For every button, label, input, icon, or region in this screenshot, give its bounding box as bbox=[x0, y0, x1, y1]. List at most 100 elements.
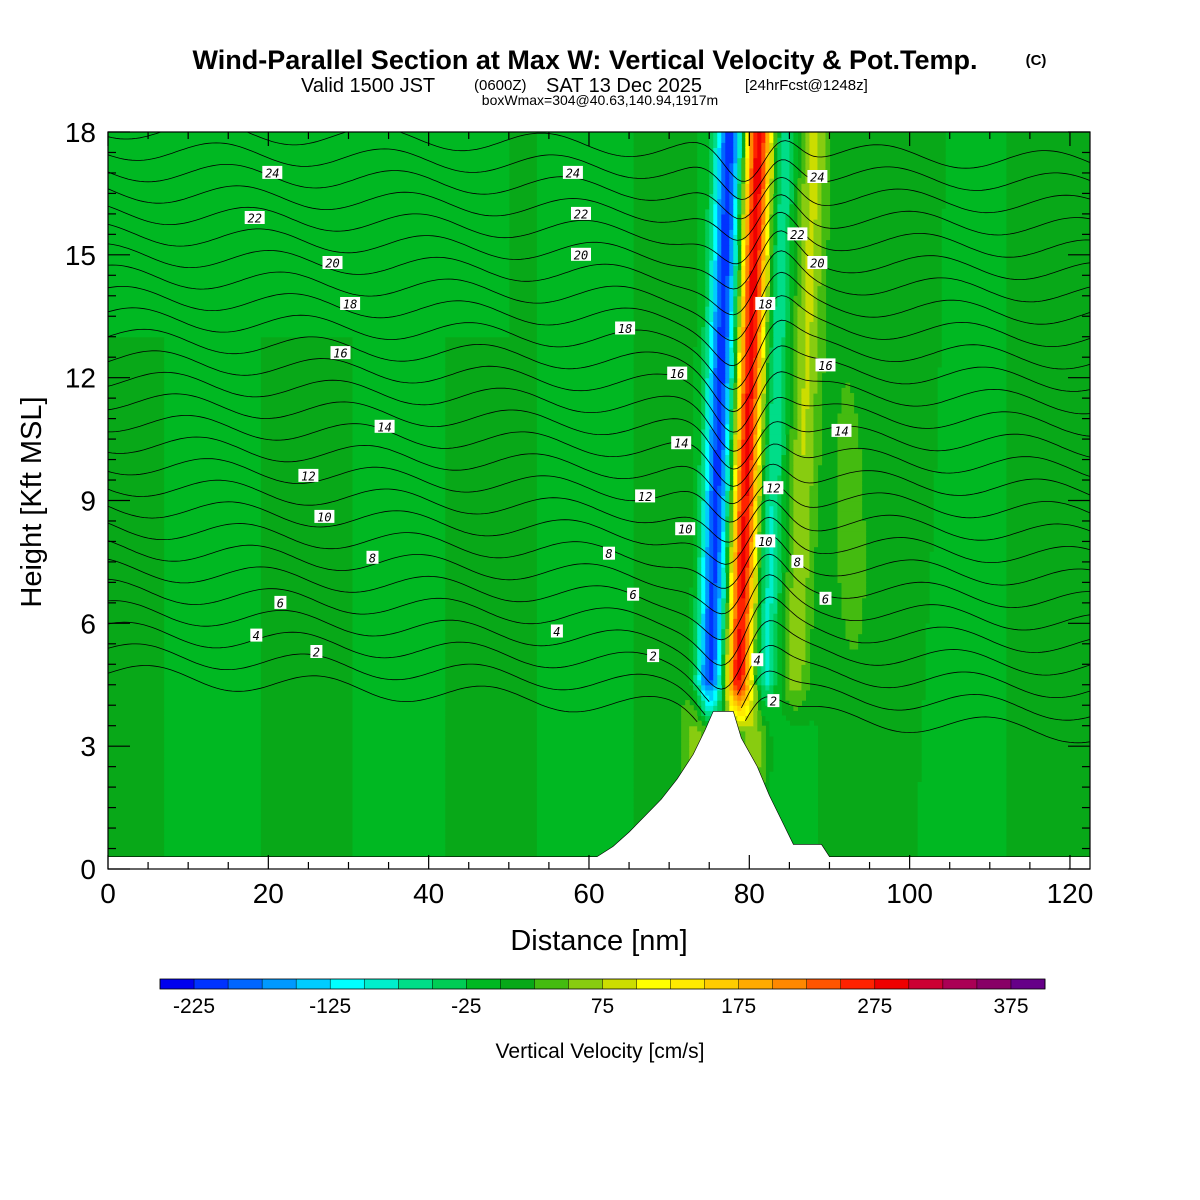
velocity-cell bbox=[749, 602, 754, 609]
velocity-cell bbox=[737, 336, 742, 343]
velocity-cell bbox=[801, 162, 807, 169]
velocity-cell bbox=[749, 157, 754, 164]
velocity-cell bbox=[705, 336, 710, 343]
velocity-cell bbox=[733, 454, 738, 461]
velocity-cell bbox=[761, 403, 766, 409]
velocity-cell bbox=[717, 326, 726, 333]
velocity-cell bbox=[536, 572, 634, 578]
velocity-cell bbox=[769, 613, 774, 619]
velocity-cell bbox=[845, 623, 863, 630]
velocity-cell bbox=[773, 618, 778, 624]
velocity-cell bbox=[701, 633, 706, 640]
velocity-cell bbox=[741, 316, 746, 322]
velocity-cell bbox=[693, 367, 702, 374]
velocity-cell bbox=[777, 607, 782, 614]
velocity-cell bbox=[745, 316, 750, 322]
velocity-cell bbox=[785, 382, 790, 389]
velocity-cell bbox=[701, 705, 706, 711]
velocity-cell bbox=[741, 172, 746, 179]
velocity-cell bbox=[801, 219, 811, 225]
velocity-cell bbox=[352, 781, 446, 788]
velocity-cell bbox=[757, 341, 762, 348]
velocity-cell bbox=[809, 336, 819, 343]
velocity-cell bbox=[108, 198, 510, 205]
velocity-cell bbox=[741, 572, 746, 578]
velocity-cell bbox=[769, 157, 774, 164]
velocity-cell bbox=[164, 618, 261, 624]
colorbar-swatch bbox=[874, 979, 910, 989]
velocity-cell bbox=[773, 587, 778, 594]
velocity-cell bbox=[797, 321, 807, 328]
velocity-cell bbox=[793, 152, 799, 159]
velocity-cell bbox=[536, 326, 634, 333]
velocity-cell bbox=[536, 505, 634, 512]
velocity-cell bbox=[725, 372, 730, 379]
velocity-cell bbox=[757, 766, 766, 773]
velocity-cell bbox=[733, 490, 738, 496]
velocity-cell bbox=[749, 418, 754, 425]
velocity-cell bbox=[713, 311, 718, 317]
velocity-cell bbox=[536, 485, 634, 491]
velocity-cell bbox=[352, 469, 446, 476]
velocity-cell bbox=[769, 664, 774, 670]
velocity-cell bbox=[733, 710, 738, 717]
velocity-cell bbox=[921, 741, 1007, 747]
velocity-cell bbox=[813, 403, 823, 409]
velocity-cell bbox=[765, 659, 770, 665]
velocity-cell bbox=[721, 311, 726, 317]
velocity-cell bbox=[693, 613, 698, 619]
velocity-cell bbox=[709, 178, 714, 184]
velocity-cell bbox=[769, 679, 774, 686]
velocity-cell bbox=[825, 162, 831, 169]
velocity-cell bbox=[164, 781, 261, 788]
velocity-cell bbox=[837, 413, 859, 420]
velocity-cell bbox=[781, 198, 790, 205]
velocity-cell bbox=[777, 183, 782, 189]
velocity-cell bbox=[725, 679, 730, 686]
velocity-cell bbox=[749, 546, 754, 553]
velocity-cell bbox=[773, 254, 778, 261]
velocity-cell bbox=[809, 362, 819, 369]
velocity-cell bbox=[793, 536, 811, 543]
theta-contour-label: 22 bbox=[787, 227, 808, 242]
velocity-cell bbox=[777, 229, 786, 235]
velocity-cell bbox=[789, 633, 807, 640]
velocity-cell bbox=[797, 423, 803, 430]
velocity-cell bbox=[753, 132, 758, 138]
velocity-cell bbox=[705, 259, 710, 266]
velocity-cell bbox=[352, 582, 446, 589]
velocity-cell bbox=[717, 311, 722, 317]
velocity-cell bbox=[717, 694, 722, 701]
velocity-cell bbox=[733, 280, 738, 287]
velocity-cell bbox=[737, 587, 742, 594]
velocity-cell bbox=[941, 234, 1007, 241]
velocity-cell bbox=[753, 234, 758, 241]
velocity-cell bbox=[713, 132, 718, 138]
velocity-cell bbox=[701, 474, 706, 481]
velocity-cell bbox=[733, 633, 738, 640]
velocity-cell bbox=[705, 705, 714, 711]
velocity-cell bbox=[108, 331, 510, 338]
velocity-cell bbox=[797, 280, 803, 287]
velocity-cell bbox=[757, 372, 762, 379]
velocity-cell bbox=[749, 700, 754, 706]
velocity-cell bbox=[749, 321, 754, 328]
velocity-cell bbox=[925, 659, 1007, 665]
velocity-cell bbox=[729, 654, 734, 660]
velocity-cell bbox=[705, 357, 710, 363]
velocity-cell bbox=[536, 592, 634, 599]
velocity-cell bbox=[713, 224, 718, 230]
velocity-cell bbox=[721, 643, 726, 650]
velocity-cell bbox=[817, 311, 827, 317]
velocity-cell bbox=[536, 684, 634, 691]
velocity-cell bbox=[749, 162, 754, 169]
velocity-cell bbox=[805, 249, 815, 256]
velocity-cell bbox=[725, 132, 734, 138]
velocity-cell bbox=[809, 352, 819, 358]
velocity-cell bbox=[709, 270, 714, 276]
velocity-cell bbox=[713, 331, 718, 338]
velocity-cell bbox=[745, 433, 750, 440]
velocity-cell bbox=[917, 812, 1007, 819]
velocity-cell bbox=[164, 587, 261, 594]
velocity-cell bbox=[809, 331, 819, 338]
